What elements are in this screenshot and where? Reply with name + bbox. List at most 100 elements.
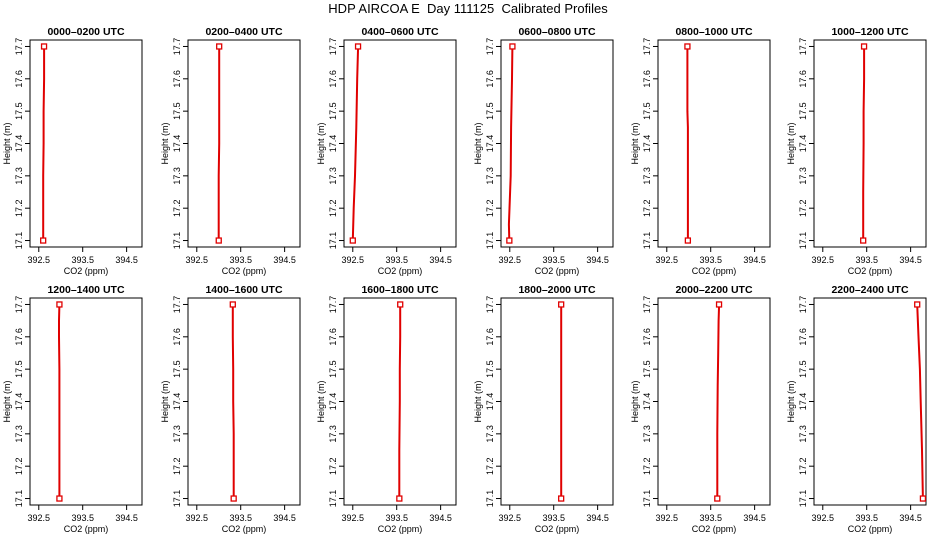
- y-tick-label: 17.4: [798, 393, 808, 411]
- y-tick-label: 17.7: [328, 38, 338, 56]
- y-tick-label: 17.3: [485, 167, 495, 185]
- chart-panel-12: 2200–2400 UTC 392.5 393.5 394.5 CO2 (ppm) 17.…: [786, 284, 927, 534]
- y-tick-label: 17.1: [172, 490, 182, 508]
- y-tick-label: 17.1: [798, 232, 808, 250]
- plot-frame: [500, 39, 614, 248]
- y-tick-label: 17.7: [798, 296, 808, 314]
- top-marker: [56, 301, 63, 308]
- x-tick-label: 393.5: [542, 255, 565, 265]
- chart-panel-3: 0400–0600 UTC 392.5 393.5 394.5 CO2 (ppm) 17.…: [316, 26, 457, 276]
- x-tick-label: 392.5: [499, 255, 522, 265]
- y-tick-label: 17.2: [14, 199, 24, 217]
- y-tick-label: 17.2: [172, 199, 182, 217]
- bottom-marker: [919, 495, 927, 502]
- profile-line: [217, 46, 221, 241]
- x-tick-label: 394.5: [899, 255, 922, 265]
- y-tick-label: 17.7: [798, 38, 808, 56]
- y-axis-label: Height (m): [316, 122, 326, 164]
- y-tick-label: 17.1: [642, 232, 652, 250]
- x-tick-label: 392.5: [342, 513, 365, 523]
- y-tick-label: 17.7: [642, 296, 652, 314]
- y-tick-label: 17.5: [14, 102, 24, 120]
- y-axis-label: Height (m): [160, 380, 170, 422]
- top-marker: [684, 43, 691, 50]
- y-tick-label: 17.1: [485, 490, 495, 508]
- x-tick-label: 393.5: [385, 513, 408, 523]
- bottom-marker: [558, 495, 565, 502]
- x-axis-label: CO2 (ppm): [64, 524, 109, 534]
- x-tick-label: 394.5: [586, 255, 609, 265]
- plot-frame: [29, 297, 143, 506]
- panel-title: 1600–1800 UTC: [361, 284, 438, 296]
- y-tick-label: 17.7: [14, 296, 24, 314]
- profile-line: [916, 304, 924, 499]
- y-tick-label: 17.1: [328, 490, 338, 508]
- x-tick-label: 392.5: [499, 513, 522, 523]
- x-axis-label: CO2 (ppm): [848, 524, 893, 534]
- x-tick-label: 393.5: [542, 513, 565, 523]
- plot-frame: [657, 39, 771, 248]
- y-tick-label: 17.1: [328, 232, 338, 250]
- x-tick-label: 393.5: [229, 513, 252, 523]
- x-tick-label: 393.5: [71, 513, 94, 523]
- y-tick-label: 17.6: [328, 70, 338, 88]
- y-tick-label: 17.6: [642, 70, 652, 88]
- y-tick-label: 17.3: [14, 425, 24, 443]
- y-axis-label: Height (m): [160, 122, 170, 164]
- top-marker: [216, 43, 223, 50]
- x-tick-label: 393.5: [71, 255, 94, 265]
- y-tick-label: 17.1: [485, 232, 495, 250]
- x-tick-label: 393.5: [229, 255, 252, 265]
- y-tick-label: 17.4: [172, 135, 182, 153]
- y-tick-label: 17.3: [798, 425, 808, 443]
- y-tick-label: 17.2: [172, 457, 182, 475]
- x-tick-label: 393.5: [699, 513, 722, 523]
- y-axis-label: Height (m): [630, 122, 640, 164]
- x-axis-label: CO2 (ppm): [535, 266, 580, 276]
- x-tick-label: 392.5: [28, 255, 51, 265]
- plot-frame: [29, 39, 143, 248]
- y-tick-label: 17.4: [14, 135, 24, 153]
- y-tick-label: 17.4: [485, 393, 495, 411]
- x-tick-label: 392.5: [186, 255, 209, 265]
- bottom-marker: [396, 495, 403, 502]
- top-marker: [354, 43, 362, 50]
- y-tick-label: 17.5: [642, 102, 652, 120]
- y-tick-label: 17.6: [798, 328, 808, 346]
- y-tick-label: 17.2: [328, 199, 338, 217]
- chart-panel-10: 1800–2000 UTC 392.5 393.5 394.5 CO2 (ppm) 17.…: [473, 284, 614, 534]
- chart-panel-9: 1600–1800 UTC 392.5 393.5 394.5 CO2 (ppm) 17.…: [316, 284, 457, 534]
- x-axis-label: CO2 (ppm): [378, 266, 423, 276]
- y-tick-label: 17.2: [14, 457, 24, 475]
- y-tick-label: 17.7: [328, 296, 338, 314]
- profile-line: [686, 46, 689, 241]
- y-tick-label: 17.7: [485, 296, 495, 314]
- bottom-marker: [349, 237, 356, 244]
- x-tick-label: 394.5: [743, 513, 766, 523]
- chart-panel-4: 0600–0800 UTC 392.5 393.5 394.5 CO2 (ppm) 17.…: [473, 26, 614, 276]
- top-marker: [914, 301, 921, 308]
- x-tick-label: 392.5: [656, 513, 679, 523]
- y-axis-label: Height (m): [2, 122, 12, 164]
- panel-title: 1800–2000 UTC: [518, 284, 595, 296]
- y-tick-label: 17.5: [798, 360, 808, 378]
- y-tick-label: 17.3: [798, 167, 808, 185]
- plot-frame: [813, 297, 927, 506]
- y-tick-label: 17.5: [172, 102, 182, 120]
- panel-title: 0800–1000 UTC: [675, 26, 752, 38]
- bottom-marker: [40, 237, 47, 244]
- x-axis-label: CO2 (ppm): [692, 524, 737, 534]
- y-tick-label: 17.5: [14, 360, 24, 378]
- x-tick-label: 392.5: [28, 513, 51, 523]
- y-tick-label: 17.5: [485, 102, 495, 120]
- y-tick-label: 17.7: [172, 296, 182, 314]
- top-marker: [558, 301, 565, 308]
- x-tick-label: 394.5: [743, 255, 766, 265]
- y-tick-label: 17.2: [328, 457, 338, 475]
- y-tick-label: 17.6: [485, 328, 495, 346]
- x-tick-label: 393.5: [855, 513, 878, 523]
- profile-line: [716, 304, 721, 499]
- y-tick-label: 17.5: [642, 360, 652, 378]
- y-axis-label: Height (m): [630, 380, 640, 422]
